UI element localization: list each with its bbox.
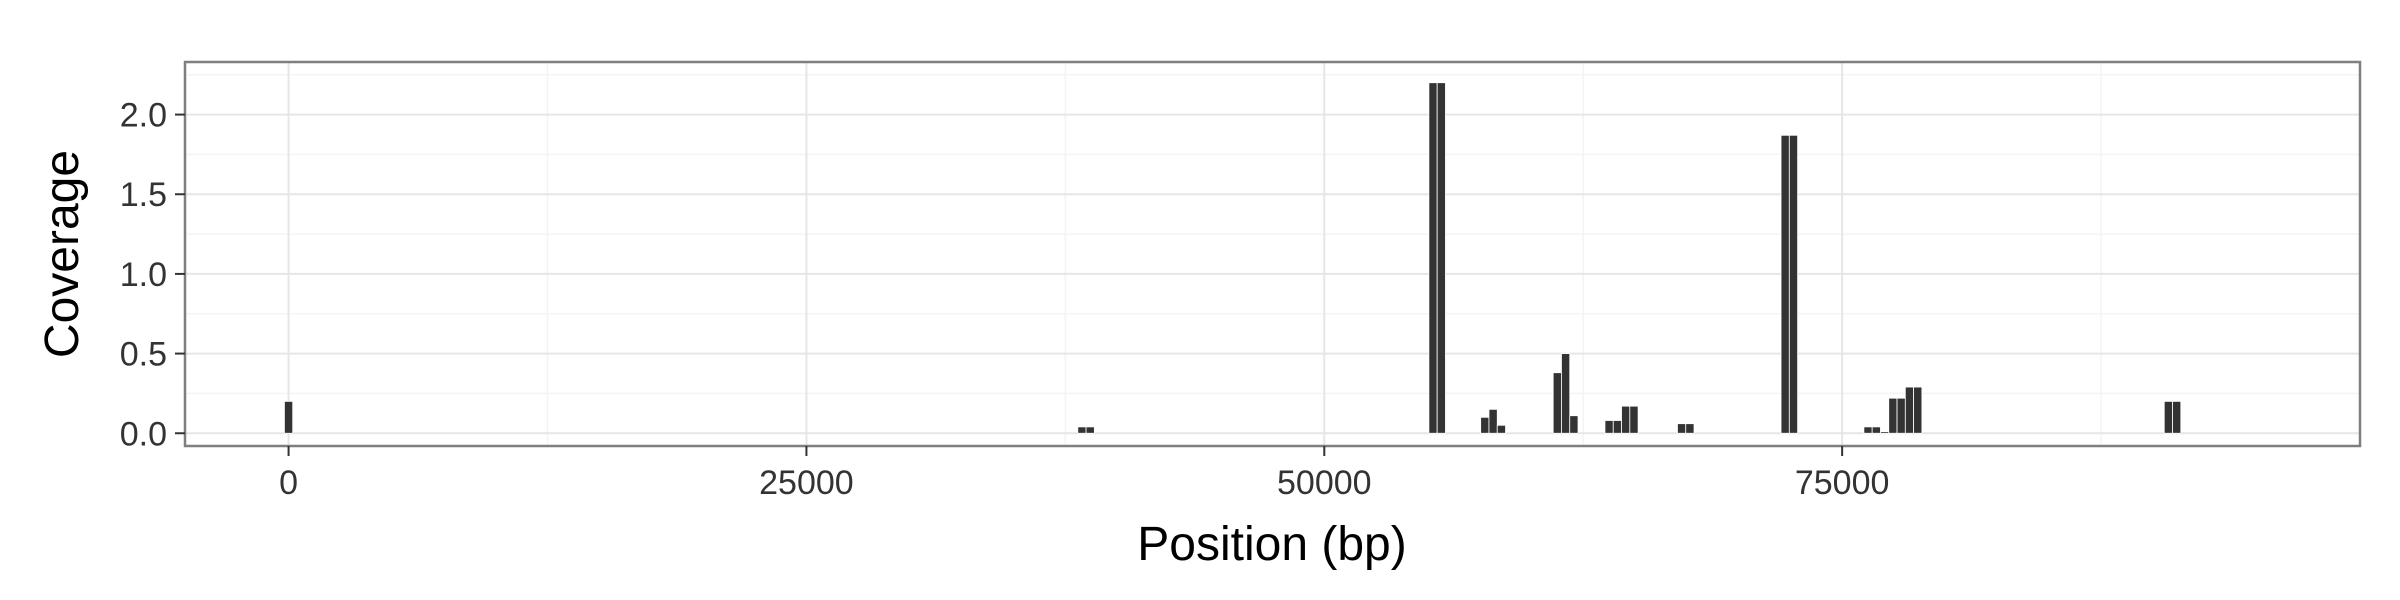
minor-gridlines [185,62,2360,446]
coverage-bar [1436,82,1446,434]
coverage-bar [1561,353,1571,434]
coverage-bar [1863,426,1873,434]
coverage-bar [1077,426,1087,434]
coverage-bar [1480,416,1490,434]
y-tick-label: 1.5 [120,176,167,214]
coverage-bar [1085,426,1095,434]
x-axis-title: Position (bp) [1137,518,1406,571]
plot-border [183,60,2362,448]
y-axis-title: Coverage [36,150,89,358]
x-tick-label: 50000 [1277,464,1372,502]
major-gridlines [185,62,2360,446]
coverage-bar [1621,405,1631,434]
x-tick-label: 75000 [1795,464,1890,502]
y-axis: 0.0 0.5 1.0 1.5 2.0 [120,97,185,453]
coverage-bar [1488,408,1498,434]
x-tick-label: 0 [279,464,298,502]
y-tick-label: 1.0 [120,256,167,294]
y-tick-label: 0.0 [120,415,167,453]
coverage-bar [1496,424,1506,434]
coverage-bar [2172,400,2182,434]
coverage-bar [1904,386,1915,434]
coverage-bar [1880,431,1890,434]
coverage-bar [1604,420,1614,434]
coverage-bar [1888,397,1898,434]
coverage-bar [1629,405,1639,434]
coverage-bar [1552,372,1562,434]
coverage-bar [1913,386,1923,434]
coverage-bars [284,82,2182,434]
y-tick-label: 0.5 [120,336,167,374]
coverage-bar [2163,400,2173,434]
plot-panel [185,62,2360,446]
coverage-bar [1871,426,1881,434]
coverage-bar [1685,423,1695,434]
coverage-bar [1428,82,1438,434]
x-axis: 0 25000 50000 75000 [279,446,1889,502]
y-tick-label: 2.0 [120,97,167,135]
x-tick-label: 25000 [759,464,854,502]
coverage-bar [284,400,294,434]
coverage-bar [1788,134,1799,434]
coverage-bar [1780,134,1790,434]
coverage-bar [1677,423,1687,434]
coverage-bar [1569,415,1579,434]
coverage-bar [1612,420,1622,434]
coverage-bar [1896,397,1906,434]
